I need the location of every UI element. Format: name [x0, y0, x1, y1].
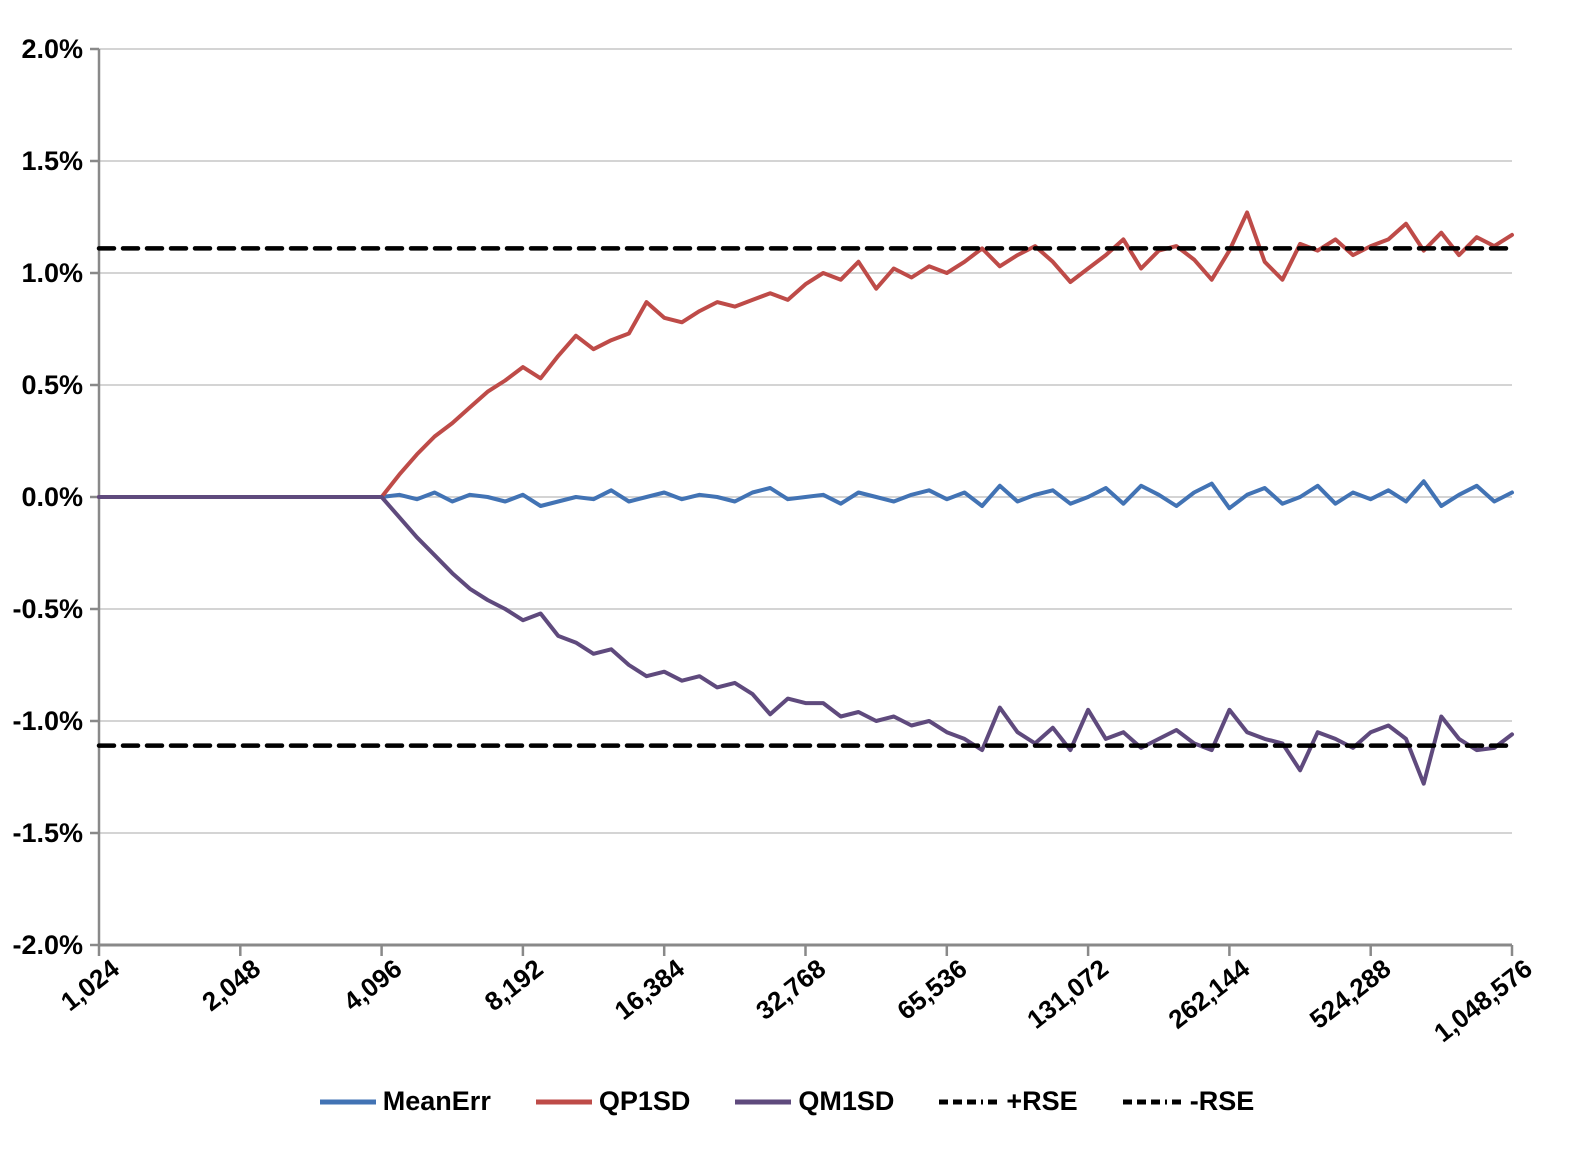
legend-item-qp1sd: QP1SD [535, 1086, 691, 1117]
svg-text:-1.0%: -1.0% [12, 706, 83, 736]
svg-text:1,048,576: 1,048,576 [1428, 953, 1538, 1048]
legend-swatch-meanerr-icon [319, 1099, 376, 1104]
svg-text:32,768: 32,768 [750, 953, 831, 1026]
svg-text:2.0%: 2.0% [21, 34, 83, 64]
legend-swatch-qp1sd-icon [535, 1099, 592, 1104]
chart-legend: MeanErr QP1SD QM1SD +RSE -RSE [0, 1086, 1573, 1117]
svg-text:16,384: 16,384 [609, 953, 691, 1026]
svg-text:0.5%: 0.5% [21, 370, 83, 400]
svg-text:1.5%: 1.5% [21, 146, 83, 176]
legend-item-meanerr: MeanErr [319, 1086, 491, 1117]
legend-item-qm1sd: QM1SD [734, 1086, 894, 1117]
legend-label-plus-rse: +RSE [1006, 1086, 1078, 1116]
legend-label-qp1sd: QP1SD [598, 1086, 691, 1116]
legend-swatch-plus-rse-icon [939, 1099, 1000, 1104]
svg-text:524,288: 524,288 [1304, 953, 1397, 1035]
legend-label-meanerr: MeanErr [382, 1086, 491, 1116]
svg-text:65,536: 65,536 [891, 953, 972, 1026]
svg-text:-0.5%: -0.5% [12, 594, 83, 624]
svg-text:4,096: 4,096 [338, 953, 408, 1017]
svg-text:1.0%: 1.0% [21, 258, 83, 288]
legend-label-minus-rse: -RSE [1189, 1086, 1255, 1116]
svg-text:2,048: 2,048 [196, 953, 266, 1017]
svg-text:-1.5%: -1.5% [12, 818, 83, 848]
svg-text:1,024: 1,024 [55, 953, 125, 1017]
legend-item-minus-rse: -RSE [1122, 1086, 1255, 1117]
legend-swatch-minus-rse-icon [1122, 1099, 1183, 1104]
legend-label-qm1sd: QM1SD [798, 1086, 895, 1116]
legend-item-plus-rse: +RSE [938, 1086, 1078, 1117]
legend-swatch-qm1sd-icon [735, 1099, 792, 1104]
svg-text:0.0%: 0.0% [21, 482, 83, 512]
svg-text:262,144: 262,144 [1163, 953, 1256, 1035]
svg-text:131,072: 131,072 [1021, 953, 1114, 1035]
svg-text:-2.0%: -2.0% [12, 930, 83, 960]
svg-text:8,192: 8,192 [479, 953, 549, 1017]
